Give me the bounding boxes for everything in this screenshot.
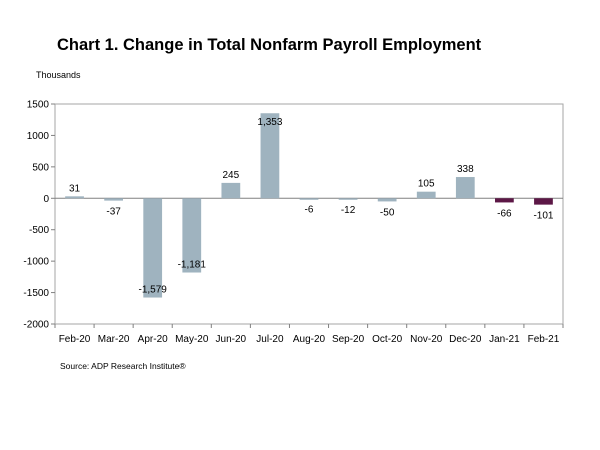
data-label: -66 <box>497 208 512 219</box>
bar-jul-20 <box>260 113 280 199</box>
bar-dec-20 <box>455 177 475 199</box>
x-tick-label: Jan-21 <box>489 334 520 345</box>
x-tick-label: Jul-20 <box>256 334 284 345</box>
data-labels-group: 31 -37 -1,579 -1,181 245 1,353 -6 -12 -50 105 338 -… <box>69 117 554 295</box>
y-tick-label: 0 <box>43 194 49 205</box>
x-tick-label: Feb-21 <box>528 334 560 345</box>
data-label: -37 <box>106 207 121 218</box>
x-tick-label: Mar-20 <box>98 334 130 345</box>
data-label: 31 <box>69 183 81 194</box>
bar-jun-20 <box>221 182 241 199</box>
data-label: -50 <box>380 207 395 218</box>
y-tick-label: -500 <box>29 225 49 236</box>
x-tick-label: Apr-20 <box>138 334 168 345</box>
bar-mar-20 <box>104 198 123 201</box>
bar-aug-20 <box>299 198 319 200</box>
x-tick-label: Dec-20 <box>449 334 482 345</box>
chart-title: Chart 1. Change in Total Nonfarm Payroll… <box>57 36 482 54</box>
data-label: 338 <box>457 164 474 175</box>
y-tick-label: -2000 <box>23 320 49 331</box>
bar-sep-20 <box>338 198 358 200</box>
plot-area-frame <box>54 103 564 325</box>
y-tick-label: 1500 <box>27 100 50 111</box>
source-note: Source: ADP Research Institute® <box>60 361 186 371</box>
bar-oct-20 <box>377 198 397 202</box>
y-tick-label: 500 <box>32 162 49 173</box>
data-label: -1,579 <box>139 285 168 296</box>
y-tick-label: 1000 <box>27 131 50 142</box>
data-label: -101 <box>533 211 553 222</box>
y-tick-label: -1000 <box>23 257 49 268</box>
bars-group <box>65 113 553 298</box>
data-label: -12 <box>341 205 356 216</box>
data-label: 1,353 <box>257 117 282 128</box>
y-axis-unit-label: Thousands <box>36 70 81 80</box>
bar-feb-21 <box>534 198 553 205</box>
x-tick-label: Nov-20 <box>410 334 443 345</box>
bar-apr-20 <box>143 198 163 298</box>
chart-axes: 1500 1000 500 0 -500 -1000 -1500 -2000 Feb-20 Mar… <box>23 100 564 345</box>
bar-jan-21 <box>495 198 514 203</box>
data-label: -6 <box>305 205 314 216</box>
x-tick-label: Sep-20 <box>332 334 365 345</box>
data-label: 245 <box>223 170 240 181</box>
bar-feb-20 <box>65 196 84 199</box>
bar-may-20 <box>182 198 202 273</box>
x-tick-label: May-20 <box>175 334 209 345</box>
x-tick-label: Feb-20 <box>59 334 91 345</box>
x-tick-label: Oct-20 <box>372 334 402 345</box>
bar-nov-20 <box>416 191 436 199</box>
x-tick-label: Jun-20 <box>216 334 247 345</box>
data-label: -1,181 <box>178 260 207 271</box>
x-tick-label: Aug-20 <box>293 334 326 345</box>
data-label: 105 <box>418 179 435 190</box>
y-tick-label: -1500 <box>23 288 49 299</box>
